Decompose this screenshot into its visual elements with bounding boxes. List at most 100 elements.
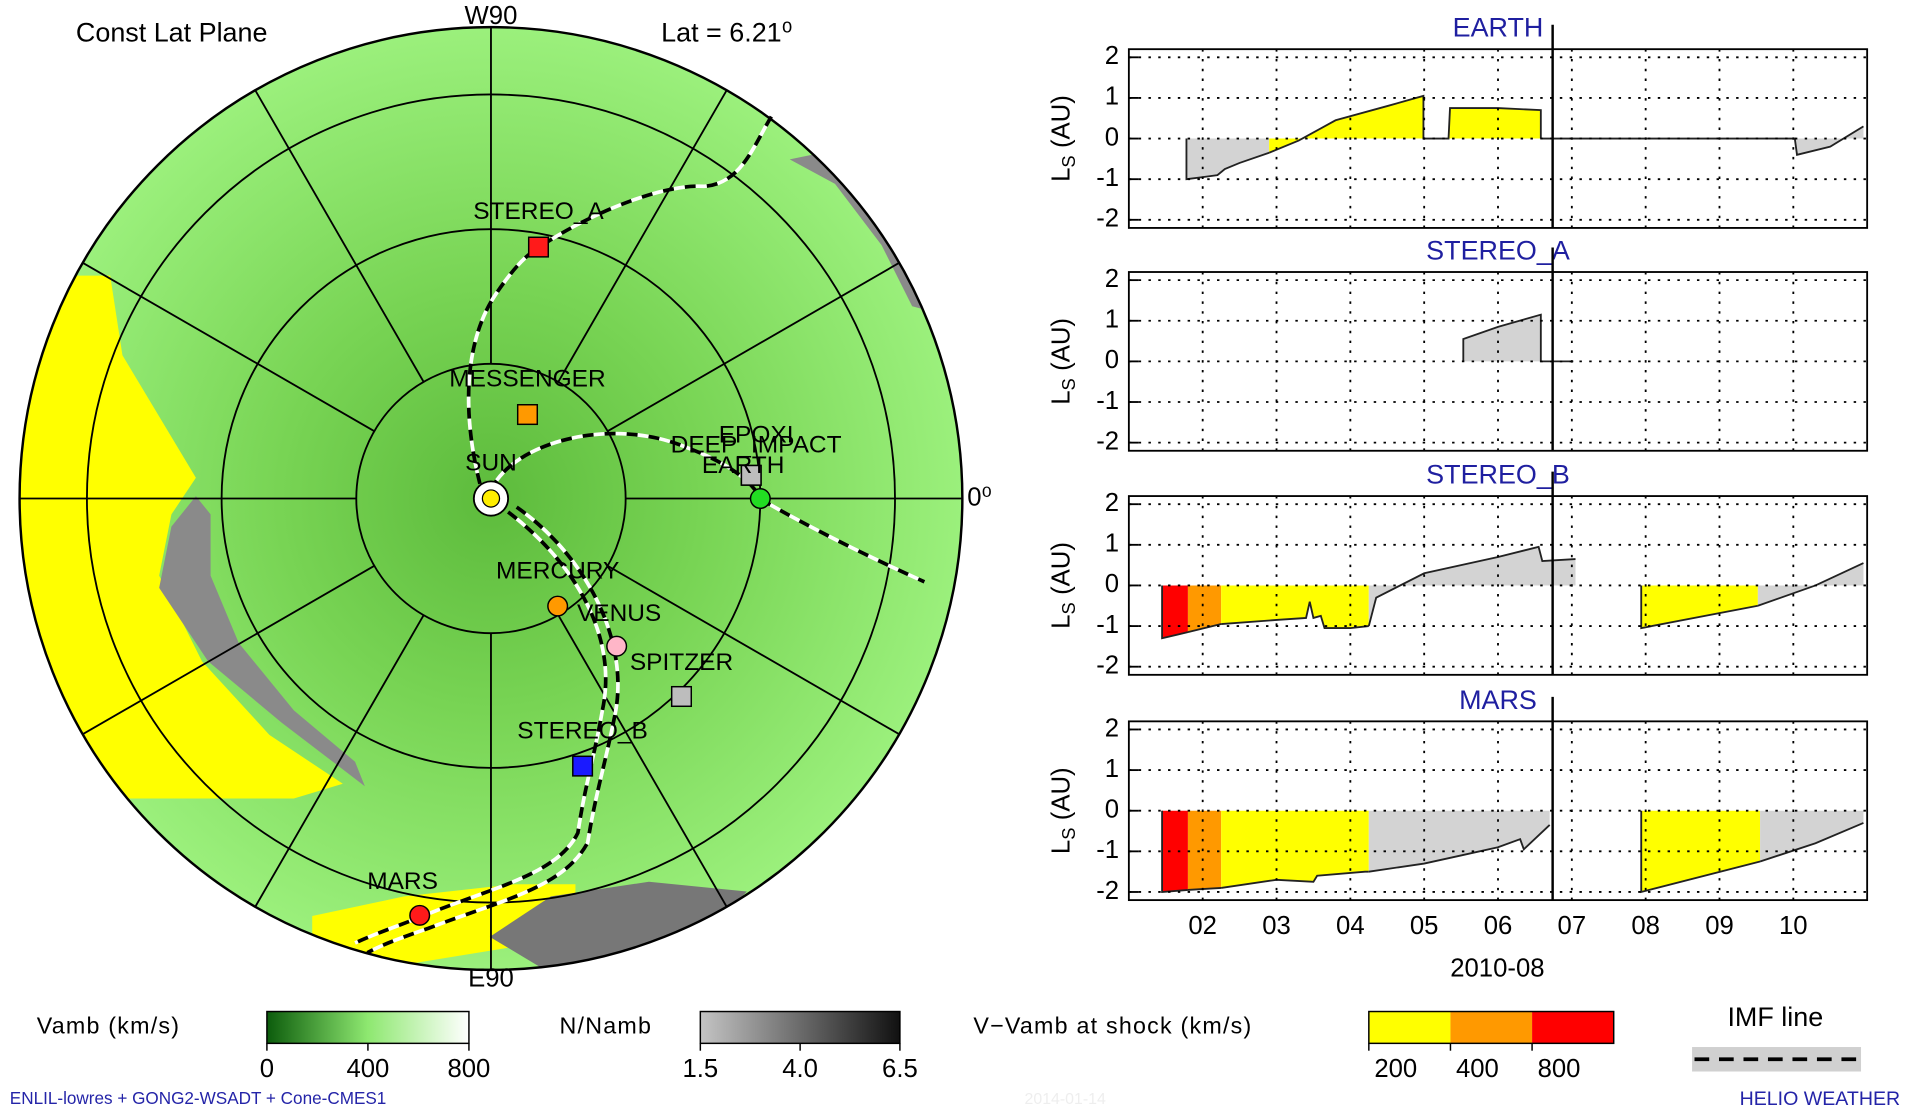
y-tick-label: -1 xyxy=(1096,387,1119,415)
legend-title: V−Vamb at shock (km/s) xyxy=(973,1013,1252,1039)
spacecraft-marker xyxy=(740,464,762,486)
line-segment xyxy=(1187,887,1222,891)
polar-spoke xyxy=(254,614,425,908)
y-tick-label: 0 xyxy=(1105,796,1119,824)
y-tick-label: 2 xyxy=(1105,265,1119,293)
object-label: SUN xyxy=(465,450,517,477)
object-label: STEREO_B xyxy=(517,717,648,744)
panel-title: EARTH xyxy=(1453,13,1544,43)
x-tick-label: 10 xyxy=(1779,912,1808,940)
planet-marker xyxy=(547,595,569,617)
legend-title: N/Namb xyxy=(560,1013,653,1039)
panel-border xyxy=(1127,720,1869,902)
colorbar xyxy=(266,1010,470,1045)
panel-title: STEREO_A xyxy=(1426,236,1570,266)
object-label: EARTH xyxy=(702,452,785,479)
y-axis-title-unit: (AU) xyxy=(1048,95,1076,148)
footer-brand: HELIO WEATHER xyxy=(1740,1088,1901,1106)
object-label: MARS xyxy=(367,868,438,895)
line-segment xyxy=(1759,822,1864,863)
line-segment xyxy=(1640,810,1761,894)
y-tick-label: -1 xyxy=(1096,164,1119,192)
latitude-annotation: Lat = 6.21⁰ xyxy=(661,18,792,48)
angle-label: 0⁰ xyxy=(967,483,992,511)
imf-legend-sample xyxy=(1692,1047,1862,1072)
y-tick-label: -2 xyxy=(1096,877,1119,905)
y-tick-label: 1 xyxy=(1105,530,1119,558)
line-segment xyxy=(1640,585,1759,630)
angle-label: W90 xyxy=(465,2,518,30)
area-segment xyxy=(1368,546,1576,627)
y-tick-label: 0 xyxy=(1105,346,1119,374)
colorbar-tick-label: 800 xyxy=(1538,1055,1581,1083)
y-tick-label: -1 xyxy=(1096,611,1119,639)
polar-spoke xyxy=(254,89,425,383)
y-tick-label: -2 xyxy=(1096,205,1119,233)
area-segment xyxy=(1187,585,1222,633)
line-segment xyxy=(1221,601,1369,630)
polar-spoke xyxy=(557,89,728,383)
object-label: VENUS xyxy=(577,600,661,627)
colorbar-tick-label: 800 xyxy=(447,1055,490,1083)
y-tick-label: 1 xyxy=(1105,755,1119,783)
y-tick-label: -1 xyxy=(1096,836,1119,864)
colorbar-tick-label: 0 xyxy=(260,1055,274,1083)
y-axis-title-main: L xyxy=(1048,168,1076,182)
x-tick-label: 07 xyxy=(1558,912,1587,940)
object-label: MERCURY xyxy=(496,557,619,584)
y-axis-title: LS (AU) xyxy=(1048,767,1079,854)
area-segment xyxy=(1162,810,1188,892)
planet-marker xyxy=(749,487,771,510)
colorbar-bin xyxy=(1368,1011,1451,1044)
angle-label: E90 xyxy=(468,964,514,992)
area-segment xyxy=(1368,810,1550,872)
polar-spoke xyxy=(607,565,900,736)
area-segment xyxy=(1641,810,1761,892)
y-tick-label: -2 xyxy=(1096,427,1119,455)
area-segment xyxy=(1221,585,1369,629)
x-tick-label: 04 xyxy=(1336,912,1365,940)
x-axis-title: 2010-08 xyxy=(1450,955,1544,983)
colorbar-tick-label: 4.0 xyxy=(782,1055,818,1083)
x-tick-label: 09 xyxy=(1705,912,1734,940)
spacecraft-marker xyxy=(572,755,594,777)
area-segment xyxy=(1463,314,1574,362)
x-tick-label: 03 xyxy=(1262,912,1291,940)
y-axis-title: LS (AU) xyxy=(1048,542,1079,629)
colorbar-tick-label: 1.5 xyxy=(682,1055,718,1083)
object-label: STEREO_A xyxy=(473,198,604,225)
y-tick-label: 0 xyxy=(1105,123,1119,151)
y-axis-title-sub: S xyxy=(1058,378,1079,390)
polar-spoke xyxy=(82,565,375,736)
spacecraft-marker xyxy=(516,404,539,426)
line-segment xyxy=(1185,138,1270,181)
y-axis-title-unit: (AU) xyxy=(1048,767,1076,820)
y-axis-title-main: L xyxy=(1048,390,1076,404)
y-tick-label: 2 xyxy=(1105,714,1119,742)
y-axis-title: LS (AU) xyxy=(1048,318,1079,405)
colorbar-tick-label: 6.5 xyxy=(882,1055,918,1083)
y-tick-label: 2 xyxy=(1105,489,1119,517)
line-segment xyxy=(1161,585,1189,640)
y-tick-label: -2 xyxy=(1096,651,1119,679)
y-axis-title-unit: (AU) xyxy=(1048,318,1076,371)
object-label: EPOXI xyxy=(719,422,794,449)
object-label: DEEP_IMPACT xyxy=(671,431,842,458)
colorbar-tick-label: 400 xyxy=(1456,1055,1499,1083)
sun-marker xyxy=(481,489,501,508)
colorbar-tick-label: 200 xyxy=(1374,1055,1417,1083)
line-segment xyxy=(1540,125,1864,156)
line-segment xyxy=(1187,623,1222,634)
x-tick-label: 02 xyxy=(1188,912,1217,940)
area-segment xyxy=(1760,810,1864,862)
y-tick-label: 1 xyxy=(1105,306,1119,334)
line-segment xyxy=(1462,313,1574,363)
colorbar-bin xyxy=(1532,1011,1614,1044)
y-axis-title-sub: S xyxy=(1058,155,1079,167)
area-segment xyxy=(1757,563,1864,606)
area-segment xyxy=(1162,585,1188,639)
y-tick-label: 1 xyxy=(1105,83,1119,111)
panel-border xyxy=(1127,271,1869,452)
y-axis-title-main: L xyxy=(1048,840,1076,854)
